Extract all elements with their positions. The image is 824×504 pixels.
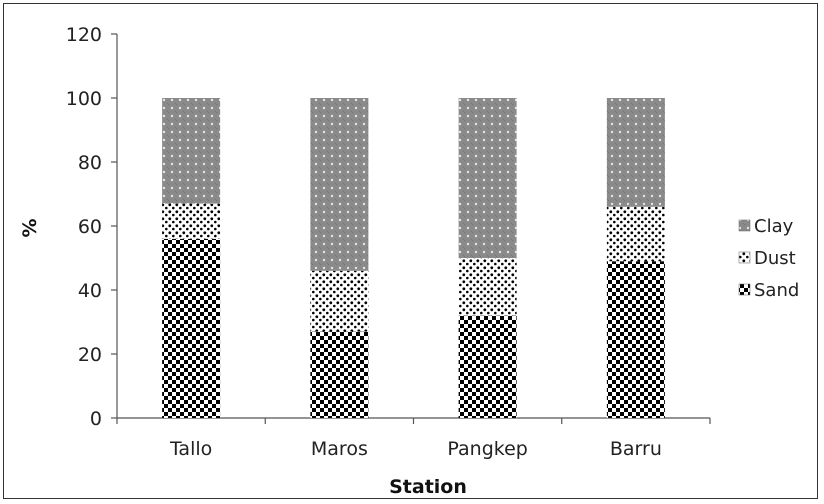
legend-swatch-dust xyxy=(738,251,751,264)
bar-clay-barru xyxy=(606,98,665,207)
y-tick-label: 40 xyxy=(78,280,102,302)
y-tick-label: 60 xyxy=(78,216,102,238)
legend-label-clay: Clay xyxy=(754,216,794,237)
bar-dust-barru xyxy=(606,206,665,262)
y-tick-label: 0 xyxy=(90,408,102,430)
x-tick-label: Pangkep xyxy=(447,438,527,460)
bar-sand-tallo xyxy=(162,238,221,418)
x-tick-label: Tallo xyxy=(169,438,212,460)
bar-dust-tallo xyxy=(162,203,221,239)
legend-label-dust: Dust xyxy=(754,248,796,269)
y-tick-label: 120 xyxy=(66,24,102,46)
y-tick-label: 20 xyxy=(78,344,102,366)
bar-sand-maros xyxy=(310,331,369,418)
bar-clay-maros xyxy=(310,98,369,271)
y-axis-title: % xyxy=(19,218,41,237)
y-tick-label: 80 xyxy=(78,152,102,174)
x-tick-label: Barru xyxy=(610,438,662,460)
bar-dust-pangkep xyxy=(458,258,517,316)
x-tick-label: Maros xyxy=(311,438,368,460)
legend-swatch-sand xyxy=(738,283,751,296)
bar-clay-tallo xyxy=(162,98,221,204)
bar-clay-pangkep xyxy=(458,98,517,258)
y-tick-label: 100 xyxy=(66,88,102,110)
legend-label-sand: Sand xyxy=(754,280,799,301)
legend-swatch-clay xyxy=(738,219,751,232)
bar-sand-barru xyxy=(606,261,665,418)
bar-dust-maros xyxy=(310,270,369,332)
chart-frame xyxy=(3,3,818,499)
x-axis-title: Station xyxy=(389,476,467,498)
bar-sand-pangkep xyxy=(458,315,517,418)
